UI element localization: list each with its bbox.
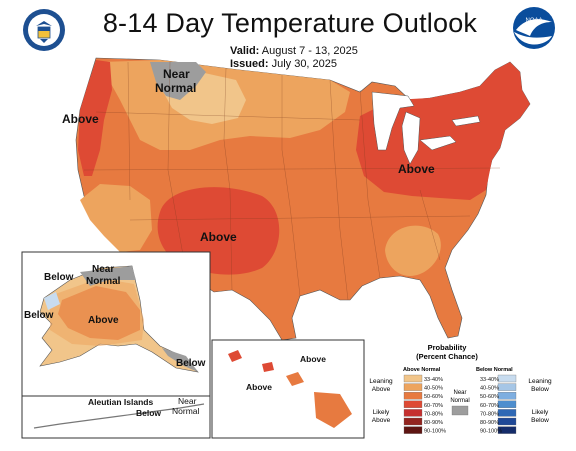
label-above-southwest: Above bbox=[200, 230, 237, 244]
label-near-normal-2: Normal bbox=[155, 81, 196, 95]
valid-value: August 7 - 13, 2025 bbox=[261, 45, 358, 57]
legend-below-label-2: 50-60% bbox=[480, 394, 499, 400]
legend-below-label-5: 80-90% bbox=[480, 420, 499, 426]
legend-below-label-3: 60-70% bbox=[480, 403, 499, 409]
legend-above-swatch-3 bbox=[403, 400, 423, 408]
legend-above-bins: 33-40% 40-50% 50-60% 60-70% 70-80% 80-90% 90-1… bbox=[403, 374, 446, 435]
ak-label-below-west: Below bbox=[24, 310, 54, 321]
valid-line: Valid: August 7 - 13, 2025 bbox=[230, 45, 358, 57]
page-title: 8-14 Day Temperature Outlook bbox=[102, 8, 478, 38]
legend-below-bins: 33-40% 40-50% 50-60% 60-70% 70-80% 80-90% 90-1… bbox=[480, 374, 517, 435]
legend-below-label-1: 40-50% bbox=[480, 386, 499, 392]
zone-lighter-se bbox=[385, 225, 441, 276]
legend-likely-above-2: Above bbox=[372, 417, 391, 424]
hawaii-maui bbox=[286, 372, 304, 386]
legend-above-swatch-1 bbox=[403, 383, 423, 391]
legend-above-swatch-4 bbox=[403, 409, 423, 417]
legend-leaning-below-1: Leaning bbox=[528, 378, 552, 385]
svg-text:NOAA: NOAA bbox=[525, 18, 542, 24]
alaska-near-normal bbox=[80, 266, 136, 286]
legend-above-label-1: 40-50% bbox=[424, 386, 443, 392]
legend-below-swatch-0 bbox=[497, 374, 517, 383]
legend-near-swatch bbox=[451, 405, 469, 416]
legend: Probability (Percent Chance) Above Norma… bbox=[369, 343, 552, 435]
legend-below-swatch-5 bbox=[497, 417, 517, 426]
legend-near-2: Normal bbox=[450, 398, 469, 404]
legend-leaning-below-2: Below bbox=[531, 386, 549, 393]
legend-above-label-6: 90-100% bbox=[424, 429, 446, 435]
label-near-normal-1: Near bbox=[163, 67, 190, 81]
ak-label-near-1: Near bbox=[92, 264, 114, 275]
legend-above-label-5: 80-90% bbox=[424, 420, 443, 426]
legend-above-label-0: 33-40% bbox=[424, 377, 443, 383]
label-above-west: Above bbox=[62, 112, 99, 126]
legend-below-swatch-2 bbox=[497, 392, 517, 400]
alaska-near-se bbox=[162, 348, 198, 372]
aleutian-label-near-1: Near bbox=[178, 396, 197, 406]
hawaii-kauai bbox=[228, 350, 242, 362]
ak-label-near-2: Normal bbox=[86, 276, 121, 287]
doc-seal-icon bbox=[23, 9, 65, 51]
legend-below-swatch-6 bbox=[497, 426, 517, 434]
legend-below-header: Below Normal bbox=[476, 367, 513, 373]
legend-leaning-above-1: Leaning bbox=[369, 378, 393, 385]
hawaii-big-island bbox=[314, 392, 352, 428]
legend-above-swatch-5 bbox=[403, 417, 423, 426]
label-above-northeast: Above bbox=[398, 162, 435, 176]
legend-likely-below-2: Below bbox=[531, 417, 549, 424]
valid-label: Valid: bbox=[230, 45, 260, 57]
legend-below-swatch-4 bbox=[497, 409, 517, 417]
legend-below-swatch-3 bbox=[497, 400, 517, 408]
great-lakes bbox=[371, 91, 481, 165]
legend-above-label-3: 60-70% bbox=[424, 403, 443, 409]
alaska-below-west bbox=[44, 292, 60, 310]
legend-below-label-4: 70-80% bbox=[480, 411, 499, 417]
legend-likely-below-1: Likely bbox=[532, 409, 549, 416]
hi-label-above-2: Above bbox=[246, 382, 272, 392]
issued-value: July 30, 2025 bbox=[271, 58, 338, 70]
legend-above-swatch-6 bbox=[403, 426, 423, 434]
aleutian-label-near-2: Normal bbox=[172, 406, 200, 416]
aleutian-label-below: Below bbox=[136, 408, 161, 418]
legend-near-1: Near bbox=[453, 390, 466, 396]
ak-label-below-se: Below bbox=[176, 358, 206, 369]
legend-above-label-4: 70-80% bbox=[424, 411, 443, 417]
legend-title-1: Probability bbox=[428, 343, 468, 352]
legend-above-label-2: 50-60% bbox=[424, 394, 443, 400]
legend-below-label-6: 90-100% bbox=[480, 429, 502, 435]
issued-label: Issued: bbox=[230, 58, 269, 70]
legend-title-2: (Percent Chance) bbox=[416, 352, 478, 361]
legend-above-swatch-2 bbox=[403, 392, 423, 400]
state-borders bbox=[83, 61, 501, 301]
noaa-logo-icon: NOAA bbox=[513, 7, 555, 49]
hi-label-above-1: Above bbox=[300, 354, 326, 364]
aleutian-title: Aleutian Islands bbox=[88, 397, 153, 407]
legend-above-header: Above Normal bbox=[403, 367, 441, 373]
zone-lighter-sw bbox=[80, 184, 152, 252]
alaska-zone-40 bbox=[50, 278, 144, 346]
issued-line: Issued: July 30, 2025 bbox=[230, 58, 337, 70]
hawaii-oahu bbox=[262, 362, 274, 372]
zone-darker-northeast bbox=[356, 62, 530, 200]
legend-below-swatch-1 bbox=[497, 383, 517, 391]
zone-darker-west bbox=[78, 60, 112, 176]
legend-leaning-above-2: Above bbox=[372, 386, 391, 393]
legend-below-label-0: 33-40% bbox=[480, 377, 499, 383]
ak-label-below: Below bbox=[44, 272, 74, 283]
ak-label-above: Above bbox=[88, 315, 119, 326]
legend-above-swatch-0 bbox=[403, 374, 423, 383]
legend-likely-above-1: Likely bbox=[373, 409, 390, 416]
zone-near-normal-north bbox=[150, 62, 206, 100]
aleutian-chain bbox=[33, 403, 205, 429]
